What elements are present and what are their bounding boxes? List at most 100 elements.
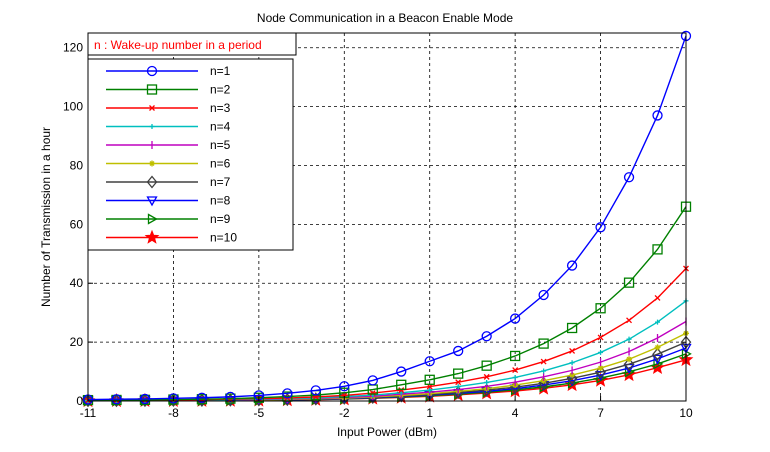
data-point bbox=[509, 350, 521, 362]
data-point bbox=[453, 368, 464, 379]
y-tick-label: 80 bbox=[70, 158, 84, 172]
data-point bbox=[652, 347, 663, 361]
series-line bbox=[87, 206, 687, 401]
data-point bbox=[566, 322, 578, 334]
annotation-text: n : Wake-up number in a period bbox=[94, 38, 262, 52]
data-point bbox=[566, 260, 578, 271]
legend-item: n=4 bbox=[106, 120, 231, 134]
data-point bbox=[538, 289, 549, 301]
x-tick-label: -5 bbox=[254, 406, 265, 420]
legend-label: n=3 bbox=[210, 101, 231, 115]
data-point bbox=[623, 357, 635, 371]
data-point bbox=[569, 372, 576, 379]
data-point bbox=[566, 371, 578, 385]
legend-marker bbox=[146, 65, 158, 77]
data-point bbox=[453, 345, 464, 357]
data-point bbox=[569, 347, 576, 354]
x-tick-label: 10 bbox=[679, 406, 693, 420]
x-tick-label: 4 bbox=[512, 406, 519, 420]
legend: n=1 n=2 n=3 n=4 n=5 n=6 n=7 n=8 n=9 n=10 bbox=[87, 58, 294, 251]
data-point bbox=[654, 295, 661, 301]
data-point bbox=[310, 385, 321, 396]
data-point bbox=[597, 334, 604, 341]
data-point bbox=[481, 331, 492, 342]
data-point bbox=[540, 358, 547, 365]
data-point bbox=[398, 387, 405, 394]
data-point bbox=[512, 374, 518, 380]
data-point bbox=[512, 367, 519, 374]
legend-item: n=5 bbox=[106, 138, 231, 152]
data-point bbox=[626, 356, 633, 363]
legend-marker bbox=[147, 213, 158, 225]
data-point bbox=[626, 317, 633, 324]
legend-item: n=10 bbox=[106, 229, 237, 245]
legend-label: n=2 bbox=[210, 83, 231, 97]
legend-label: n=9 bbox=[210, 212, 231, 226]
data-point bbox=[595, 365, 606, 379]
data-point bbox=[455, 384, 461, 390]
legend-item: n=8 bbox=[106, 194, 231, 208]
legend-label: n=10 bbox=[210, 231, 237, 245]
data-point bbox=[569, 360, 575, 366]
data-point bbox=[139, 393, 151, 405]
data-point bbox=[483, 373, 490, 380]
data-point bbox=[538, 338, 549, 349]
data-point bbox=[168, 393, 179, 404]
data-point bbox=[623, 277, 635, 288]
data-point bbox=[541, 368, 547, 374]
data-point bbox=[398, 390, 404, 396]
data-point bbox=[595, 303, 606, 314]
legend-item: n=2 bbox=[106, 83, 231, 97]
data-point bbox=[596, 372, 607, 384]
data-point bbox=[626, 336, 632, 342]
legend-marker bbox=[144, 229, 160, 244]
legend-marker bbox=[146, 196, 158, 207]
series-line bbox=[87, 35, 687, 401]
y-tick-label: 100 bbox=[63, 100, 83, 114]
legend-marker bbox=[149, 124, 155, 129]
data-point bbox=[651, 354, 664, 365]
y-tick-label: 120 bbox=[63, 41, 83, 55]
legend-label: n=6 bbox=[210, 157, 231, 171]
y-axis-label: Number of Transmission in a hour bbox=[39, 127, 53, 307]
data-point bbox=[196, 392, 208, 403]
legend-label: n=4 bbox=[210, 120, 231, 134]
y-tick-label: 60 bbox=[70, 217, 84, 231]
data-point bbox=[339, 381, 350, 392]
data-point bbox=[654, 344, 661, 351]
legend-label: n=8 bbox=[210, 194, 231, 208]
data-point bbox=[652, 110, 663, 121]
legend-marker bbox=[146, 175, 158, 189]
data-point bbox=[282, 388, 293, 399]
y-tick-label: 0 bbox=[76, 394, 83, 408]
legend-item: n=3 bbox=[106, 101, 231, 115]
data-point bbox=[598, 349, 604, 355]
legend-item: n=9 bbox=[106, 212, 231, 226]
data-point bbox=[396, 366, 407, 377]
data-point bbox=[484, 379, 490, 385]
data-point bbox=[623, 172, 635, 183]
data-point bbox=[427, 387, 433, 393]
data-point bbox=[369, 390, 376, 397]
x-axis-label: Input Power (dBm) bbox=[337, 425, 437, 439]
x-tick-label: -11 bbox=[80, 406, 97, 420]
data-point bbox=[367, 375, 378, 386]
legend-marker bbox=[149, 160, 155, 167]
legend-label: n=1 bbox=[210, 64, 231, 78]
y-tick-label: 40 bbox=[70, 276, 84, 290]
data-point bbox=[509, 313, 521, 324]
data-point bbox=[424, 356, 435, 367]
data-point bbox=[481, 360, 492, 371]
x-tick-label: -2 bbox=[339, 406, 350, 420]
data-point bbox=[455, 379, 462, 386]
data-point bbox=[595, 222, 606, 233]
series-n=1 bbox=[82, 30, 692, 405]
legend-item: n=1 bbox=[106, 64, 231, 78]
data-point bbox=[655, 319, 661, 325]
data-point bbox=[396, 379, 407, 390]
legend-label: n=5 bbox=[210, 138, 231, 152]
legend-item: n=6 bbox=[106, 157, 231, 171]
legend-box bbox=[87, 58, 294, 251]
